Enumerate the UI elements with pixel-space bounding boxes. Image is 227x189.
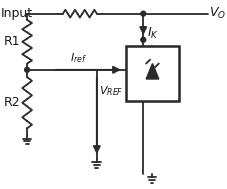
Text: $I_{ref}$: $I_{ref}$ bbox=[69, 51, 86, 65]
Polygon shape bbox=[146, 64, 158, 79]
Bar bbox=[125, 46, 178, 101]
Text: $V_O$: $V_O$ bbox=[208, 6, 225, 21]
Circle shape bbox=[140, 11, 145, 16]
Circle shape bbox=[140, 37, 145, 42]
Text: $V_{REF}$: $V_{REF}$ bbox=[98, 84, 123, 98]
Text: $I_K$: $I_K$ bbox=[146, 26, 158, 41]
Text: Input: Input bbox=[1, 7, 33, 20]
Circle shape bbox=[25, 67, 30, 72]
Text: R1: R1 bbox=[4, 35, 20, 48]
Text: R2: R2 bbox=[4, 96, 20, 109]
